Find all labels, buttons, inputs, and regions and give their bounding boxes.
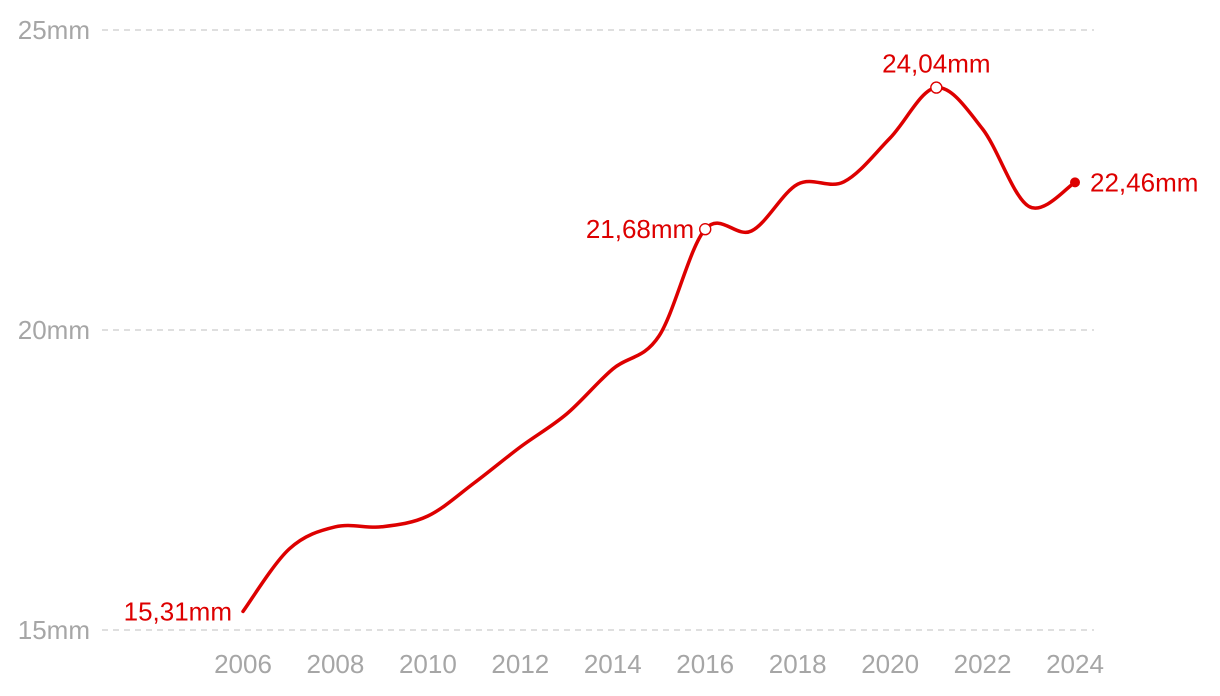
x-tick-label: 2008 [307,649,365,679]
x-tick-label: 2022 [954,649,1012,679]
x-axis-labels: 2006 2008 2010 2012 2014 2016 2018 2020 2022 2024 [214,649,1104,679]
x-tick-label: 2016 [676,649,734,679]
y-tick-label: 20mm [18,315,90,345]
series-lines [241,85,1077,614]
data-label: 22,46mm [1090,167,1198,197]
y-axis-labels: 15mm 20mm 25mm [18,15,90,645]
data-point-marker [699,222,712,236]
x-tick-label: 2020 [861,649,919,679]
x-tick-label: 2006 [214,649,272,679]
x-tick-label: 2018 [769,649,827,679]
x-tick-label: 2010 [399,649,457,679]
series-line-thickness [241,85,1077,614]
y-tick-label: 25mm [18,15,90,45]
y-tick-label: 15mm [18,615,90,645]
data-point-marker [1070,177,1080,188]
x-tick-label: 2024 [1046,649,1104,679]
data-point-marker [930,81,943,94]
data-markers [699,81,1080,236]
data-label: 15,31mm [124,596,232,626]
x-tick-label: 2014 [584,649,642,679]
data-label: 21,68mm [586,214,694,244]
data-labels: 15,31mm 21,68mm 24,04mm 22,46mm [124,49,1199,627]
data-label: 24,04mm [882,49,990,79]
x-tick-label: 2012 [491,649,549,679]
grid-lines [102,29,1094,631]
